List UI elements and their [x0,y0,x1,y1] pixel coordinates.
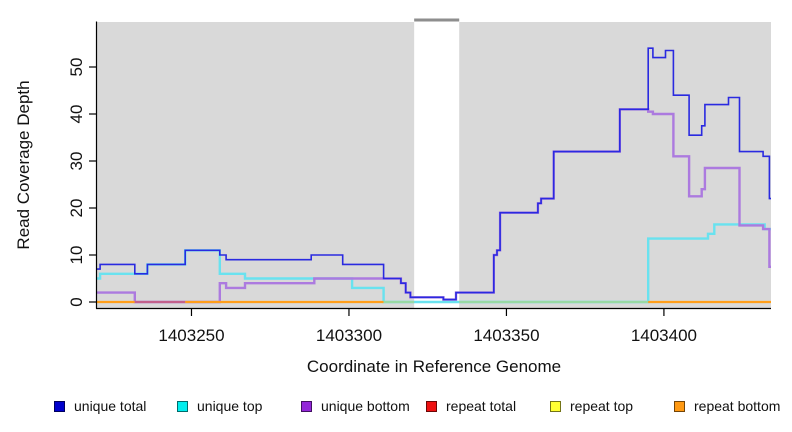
y-tick-label: 50 [67,58,86,77]
legend-marker-repeat-top [550,400,561,412]
legend-label: unique bottom [321,398,410,414]
legend-marker-repeat-total [426,400,437,412]
x-tick-label: 1403350 [473,326,539,345]
legend-item-repeat-total: repeat total [426,397,516,415]
y-tick-label: 30 [67,152,86,171]
coverage-gap-cap [414,18,460,22]
y-tick-label: 0 [67,297,86,306]
legend-marker-unique-bottom [301,400,312,412]
legend-item-unique-bottom: unique bottom [301,397,410,415]
legend: unique total unique top unique bottom repea… [0,397,792,421]
legend-item-unique-top: unique top [177,397,262,415]
legend-item-repeat-bottom: repeat bottom [674,397,780,415]
series-unique-total [97,47,771,301]
legend-label: unique top [197,398,263,414]
legend-marker-repeat-bottom [674,400,685,412]
y-tick-label: 20 [67,199,86,218]
legend-marker-unique-total [54,400,65,412]
coverage-gap-band [414,22,460,308]
y-tick-label: 40 [67,105,86,124]
legend-label: repeat total [446,398,517,414]
coverage-chart: 1403250 1403300 1403350 140340001020304050 … [14,18,771,376]
legend-item-unique-total: unique total [54,397,146,415]
legend-marker-unique-top [177,400,188,412]
x-tick-label: 1403250 [158,326,224,345]
legend-item-repeat-top: repeat top [550,397,633,415]
x-axis-title: Coordinate in Reference Genome [307,357,561,376]
y-tick-label: 10 [67,246,86,265]
legend-label: repeat top [570,398,634,414]
y-axis-title: Read Coverage Depth [14,80,33,249]
legend-label: repeat bottom [694,398,781,414]
x-tick-label: 1403400 [631,326,697,345]
x-tick-label: 1403300 [316,326,382,345]
legend-label: unique total [74,398,147,414]
